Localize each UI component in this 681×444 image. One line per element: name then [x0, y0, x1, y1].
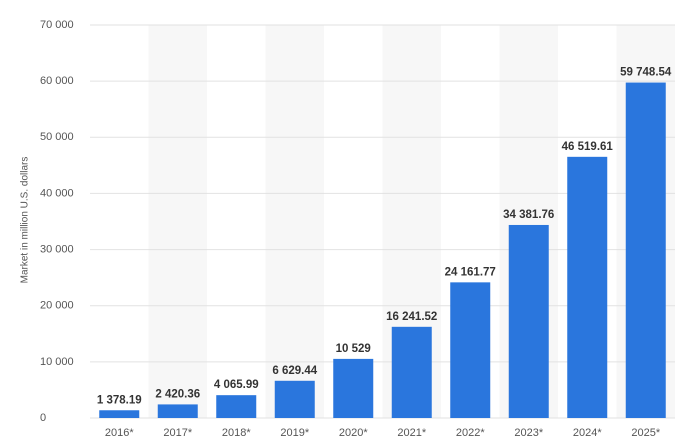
band-shade	[148, 25, 207, 418]
bar	[625, 82, 666, 418]
y-tick-label: 60 000	[40, 75, 74, 87]
value-label: 16 241.52	[386, 311, 437, 323]
x-tick-label: 2022*	[456, 427, 485, 439]
x-tick-label: 2017*	[163, 427, 192, 439]
bar	[274, 380, 315, 418]
y-tick-label: 30 000	[40, 243, 74, 255]
value-label: 34 381.76	[503, 209, 554, 221]
y-tick-label: 0	[40, 412, 46, 424]
value-label: 46 519.61	[562, 141, 614, 153]
x-tick-label: 2024*	[573, 427, 602, 439]
bar	[508, 224, 549, 418]
bar	[157, 404, 198, 418]
y-tick-label: 10 000	[40, 356, 74, 368]
value-label: 24 161.77	[445, 266, 496, 278]
y-tick-label: 40 000	[40, 187, 74, 199]
bar	[450, 282, 491, 418]
value-label: 4 065.99	[214, 379, 259, 391]
bar	[99, 410, 140, 418]
x-tick-label: 2020*	[339, 427, 368, 439]
y-tick-label: 50 000	[40, 131, 74, 143]
value-label: 10 529	[336, 343, 371, 355]
bar	[391, 326, 432, 418]
bar	[333, 358, 374, 418]
value-label: 2 420.36	[155, 388, 200, 400]
bar	[567, 156, 608, 418]
x-tick-label: 2018*	[222, 427, 251, 439]
bar	[216, 395, 257, 418]
x-tick-label: 2023*	[514, 427, 543, 439]
y-axis-label: Market in million U.S. dollars	[20, 157, 31, 284]
y-tick-label: 70 000	[40, 19, 74, 31]
value-label: 59 748.54	[620, 67, 672, 79]
value-label: 6 629.44	[272, 365, 317, 377]
x-tick-label: 2025*	[631, 427, 660, 439]
value-label: 1 378.19	[97, 394, 142, 406]
x-tick-label: 2019*	[280, 427, 309, 439]
x-tick-label: 2021*	[397, 427, 426, 439]
x-tick-label: 2016*	[105, 427, 134, 439]
band-shade	[265, 25, 324, 418]
y-tick-label: 20 000	[40, 300, 74, 312]
